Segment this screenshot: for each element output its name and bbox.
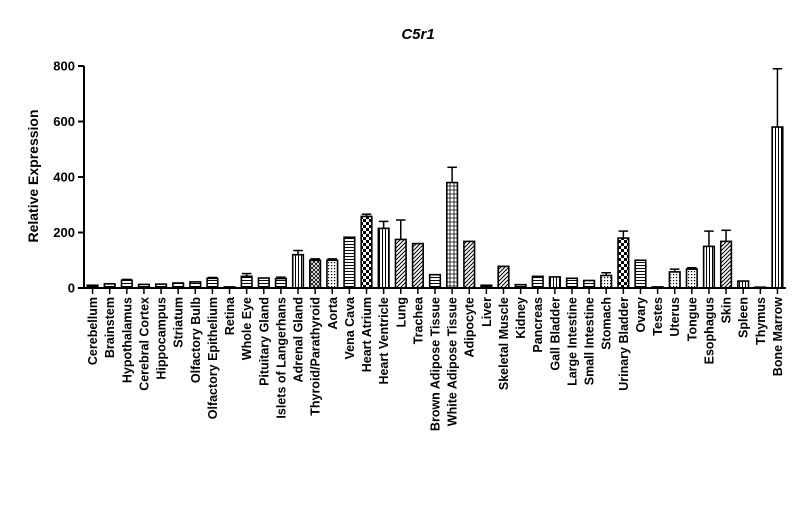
bar — [394, 238, 407, 289]
x-tick-label: Islets of Langerhans — [274, 297, 288, 419]
bar — [634, 259, 647, 289]
x-tick-label: White Adipose Tissue — [446, 297, 460, 426]
x-tick-label: Aorta — [326, 296, 340, 330]
x-tick-label: Cerebellum — [86, 297, 100, 365]
bar — [377, 227, 390, 289]
x-tick-label: Olfactory Epithelium — [206, 297, 220, 419]
x-tick-label: Testes — [651, 297, 665, 336]
bar — [360, 215, 373, 289]
x-tick-label: Trachea — [411, 296, 425, 344]
bar — [326, 259, 339, 289]
x-tick-label: Vena Cava — [343, 296, 357, 360]
x-tick-label: Thyroid/Parathyroid — [309, 297, 323, 416]
x-axis: Cerebellum Brainstem Hypothalamus Cerebral … — [86, 288, 785, 431]
x-tick-label: Heart Atrium — [360, 297, 374, 372]
y-tick-label: 600 — [53, 114, 75, 129]
x-tick-label: Stomach — [600, 297, 614, 350]
x-tick-label: Adrenal Gland — [292, 297, 306, 382]
y-axis: 0 200 400 600 800 — [53, 59, 84, 296]
x-tick-label: Skeletal Muscle — [497, 297, 511, 390]
x-tick-label: Lung — [394, 297, 408, 328]
x-tick-label: Large Intestine — [565, 297, 579, 386]
x-tick-label: Brainstem — [103, 297, 117, 358]
x-tick-label: Striatum — [172, 297, 186, 348]
x-tick-label: Uterus — [668, 297, 682, 337]
x-tick-label: Olfactory Bulb — [189, 297, 203, 383]
bar — [668, 271, 681, 289]
bar — [702, 245, 716, 289]
bar — [274, 277, 288, 289]
x-tick-label: Ovary — [634, 297, 648, 332]
bar — [719, 240, 733, 289]
bar — [737, 280, 750, 289]
bar — [600, 274, 613, 289]
bar — [206, 277, 219, 289]
bar — [497, 265, 510, 289]
bar — [309, 259, 322, 289]
x-tick-label: Urinary Bladder — [617, 297, 631, 391]
bars — [86, 68, 784, 289]
bar — [428, 273, 442, 289]
x-tick-label: Hippocampus — [155, 297, 169, 380]
x-tick-label: Tongue — [685, 297, 699, 341]
bar — [582, 279, 596, 289]
x-tick-label: Brown Adipose Tissue — [429, 297, 443, 431]
bar — [531, 275, 544, 289]
x-tick-label: Skin — [720, 297, 734, 323]
bar — [257, 277, 270, 289]
bar — [685, 268, 698, 289]
y-tick-label: 200 — [53, 225, 75, 240]
x-tick-label: Liver — [480, 297, 494, 327]
x-tick-label: Whole Eye — [240, 297, 254, 360]
x-tick-label: Spleen — [737, 297, 751, 338]
y-tick-label: 0 — [68, 281, 75, 296]
bar — [446, 181, 459, 289]
bar — [120, 279, 133, 289]
x-tick-label: Heart Ventricle — [377, 297, 391, 385]
x-tick-label: Small Intestine — [583, 297, 597, 385]
bar — [771, 126, 784, 289]
x-tick-label: Adipocyte — [463, 297, 477, 357]
bar — [411, 242, 424, 289]
x-tick-label: Hypothalamus — [120, 297, 134, 383]
x-tick-label: Cerebral Cortex — [137, 297, 151, 391]
x-tick-label: Esophagus — [702, 297, 716, 364]
bar — [240, 275, 253, 289]
x-tick-label: Thymus — [754, 297, 768, 345]
x-tick-label: Pituitary Gland — [257, 297, 271, 386]
bar — [463, 240, 476, 289]
chart-title: C5r1 — [401, 26, 434, 43]
bar — [548, 276, 561, 289]
x-tick-label: Retina — [223, 296, 237, 335]
bar — [565, 277, 579, 289]
bar — [343, 236, 356, 289]
y-tick-label: 800 — [53, 59, 75, 74]
x-tick-label: Bone Marrow — [771, 297, 785, 376]
x-tick-label: Pancreas — [531, 297, 545, 353]
bar — [291, 253, 305, 289]
bar — [617, 237, 630, 289]
x-tick-label: Kidney — [514, 297, 528, 339]
y-tick-label: 400 — [53, 170, 75, 185]
y-axis-label: Relative Expression — [25, 109, 41, 242]
x-tick-label: Gall Bladder — [548, 297, 562, 371]
